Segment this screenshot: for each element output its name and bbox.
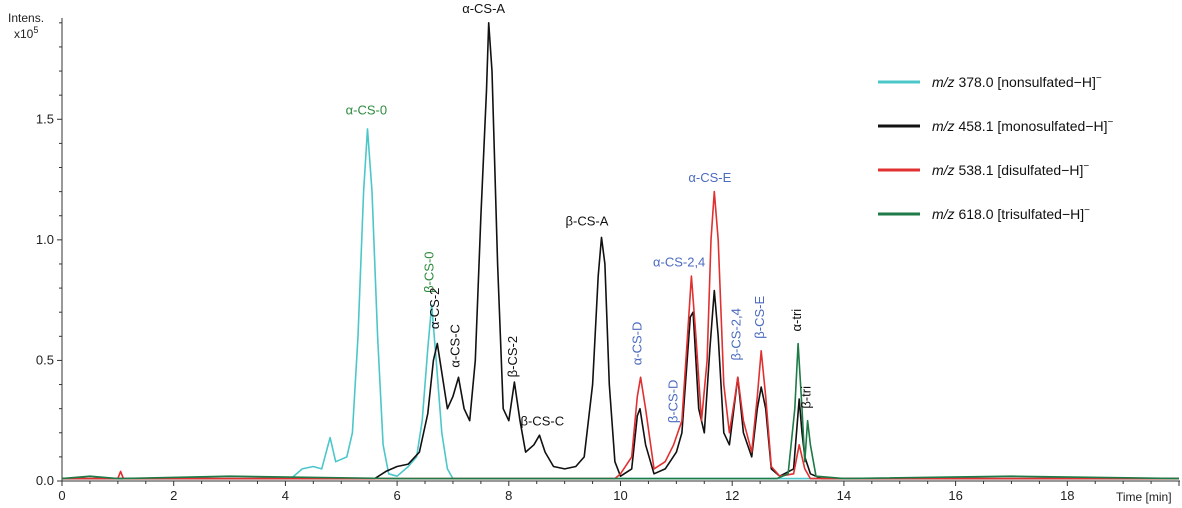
peak-label: α-CS-2 — [427, 288, 442, 329]
peak-label: β-CS-D — [665, 380, 680, 424]
peak-label: α-tri — [789, 309, 804, 332]
peak-label: β-CS-2 — [505, 336, 520, 377]
y-axis-title: Intens. x105 — [8, 11, 44, 41]
peak-label: β-tri — [798, 386, 813, 409]
legend-entry-monosulfated: m/z 458.1 [monosulfated−H]− — [932, 117, 1114, 134]
y-tick-label: 0.0 — [36, 473, 54, 488]
peak-label: α-CS-2,4 — [653, 254, 705, 269]
x-tick-label: 16 — [948, 488, 962, 503]
peak-label: β-CS-0 — [421, 251, 436, 292]
y-tick-label: 1.5 — [36, 111, 54, 126]
x-tick-label: 18 — [1060, 488, 1074, 503]
peak-label: α-CS-A — [462, 1, 505, 16]
y-axis-title-line1: Intens. — [8, 11, 44, 25]
x-tick-label: 10 — [613, 488, 627, 503]
series-line-trisulfated — [61, 342, 1180, 480]
legend-entry-trisulfated: m/z 618.0 [trisulfated−H]− — [932, 205, 1090, 222]
peak-label: α-CS-D — [630, 322, 645, 366]
series-line-monosulfated — [62, 22, 1179, 480]
peak-labels: α-CS-0 β-CS-0α-CS-2 α-CS-C α-CS-A β-CS-2 β-CS… — [346, 1, 814, 428]
y-axis-title-line2: x105 — [14, 25, 38, 41]
x-axis-title: Time [min] — [1116, 490, 1172, 504]
x-tick-label: 12 — [725, 488, 739, 503]
peak-label: β-CS-2,4 — [729, 308, 744, 360]
y-axis-title-base: x10 — [14, 27, 34, 41]
peak-label: β-CS-E — [752, 296, 767, 339]
legend-entry-disulfated: m/z 538.1 [disulfated−H]− — [932, 161, 1089, 178]
y-tick-label: 1.0 — [36, 232, 54, 247]
x-tick-label: 2 — [170, 488, 177, 503]
y-axis-title-exponent: 5 — [33, 25, 38, 35]
peak-label: α-CS-0 — [346, 102, 387, 117]
x-tick-label: 14 — [837, 488, 851, 503]
legend: m/z 378.0 [nonsulfated−H]− m/z 458.1 [mon… — [878, 73, 1114, 222]
axes: 0 2 4 6 8 10 12 14 16 18 0.0 0.5 1.0 1.5 — [36, 18, 1180, 503]
peak-label: α-CS-E — [688, 170, 731, 185]
x-tick-label: 0 — [58, 488, 65, 503]
peak-label: β-CS-A — [566, 213, 609, 228]
series-line-nonsulfated — [62, 128, 1179, 480]
series-layer — [61, 22, 1180, 480]
x-tick-label: 4 — [282, 488, 289, 503]
legend-entry-nonsulfated: m/z 378.0 [nonsulfated−H]− — [932, 73, 1102, 90]
series-line-disulfated — [62, 190, 1179, 480]
y-tick-label: 0.5 — [36, 352, 54, 367]
x-tick-label: 6 — [393, 488, 400, 503]
x-tick-label: 8 — [505, 488, 512, 503]
peak-label: α-CS-C — [448, 324, 463, 368]
peak-label: β-CS-C — [521, 414, 565, 429]
